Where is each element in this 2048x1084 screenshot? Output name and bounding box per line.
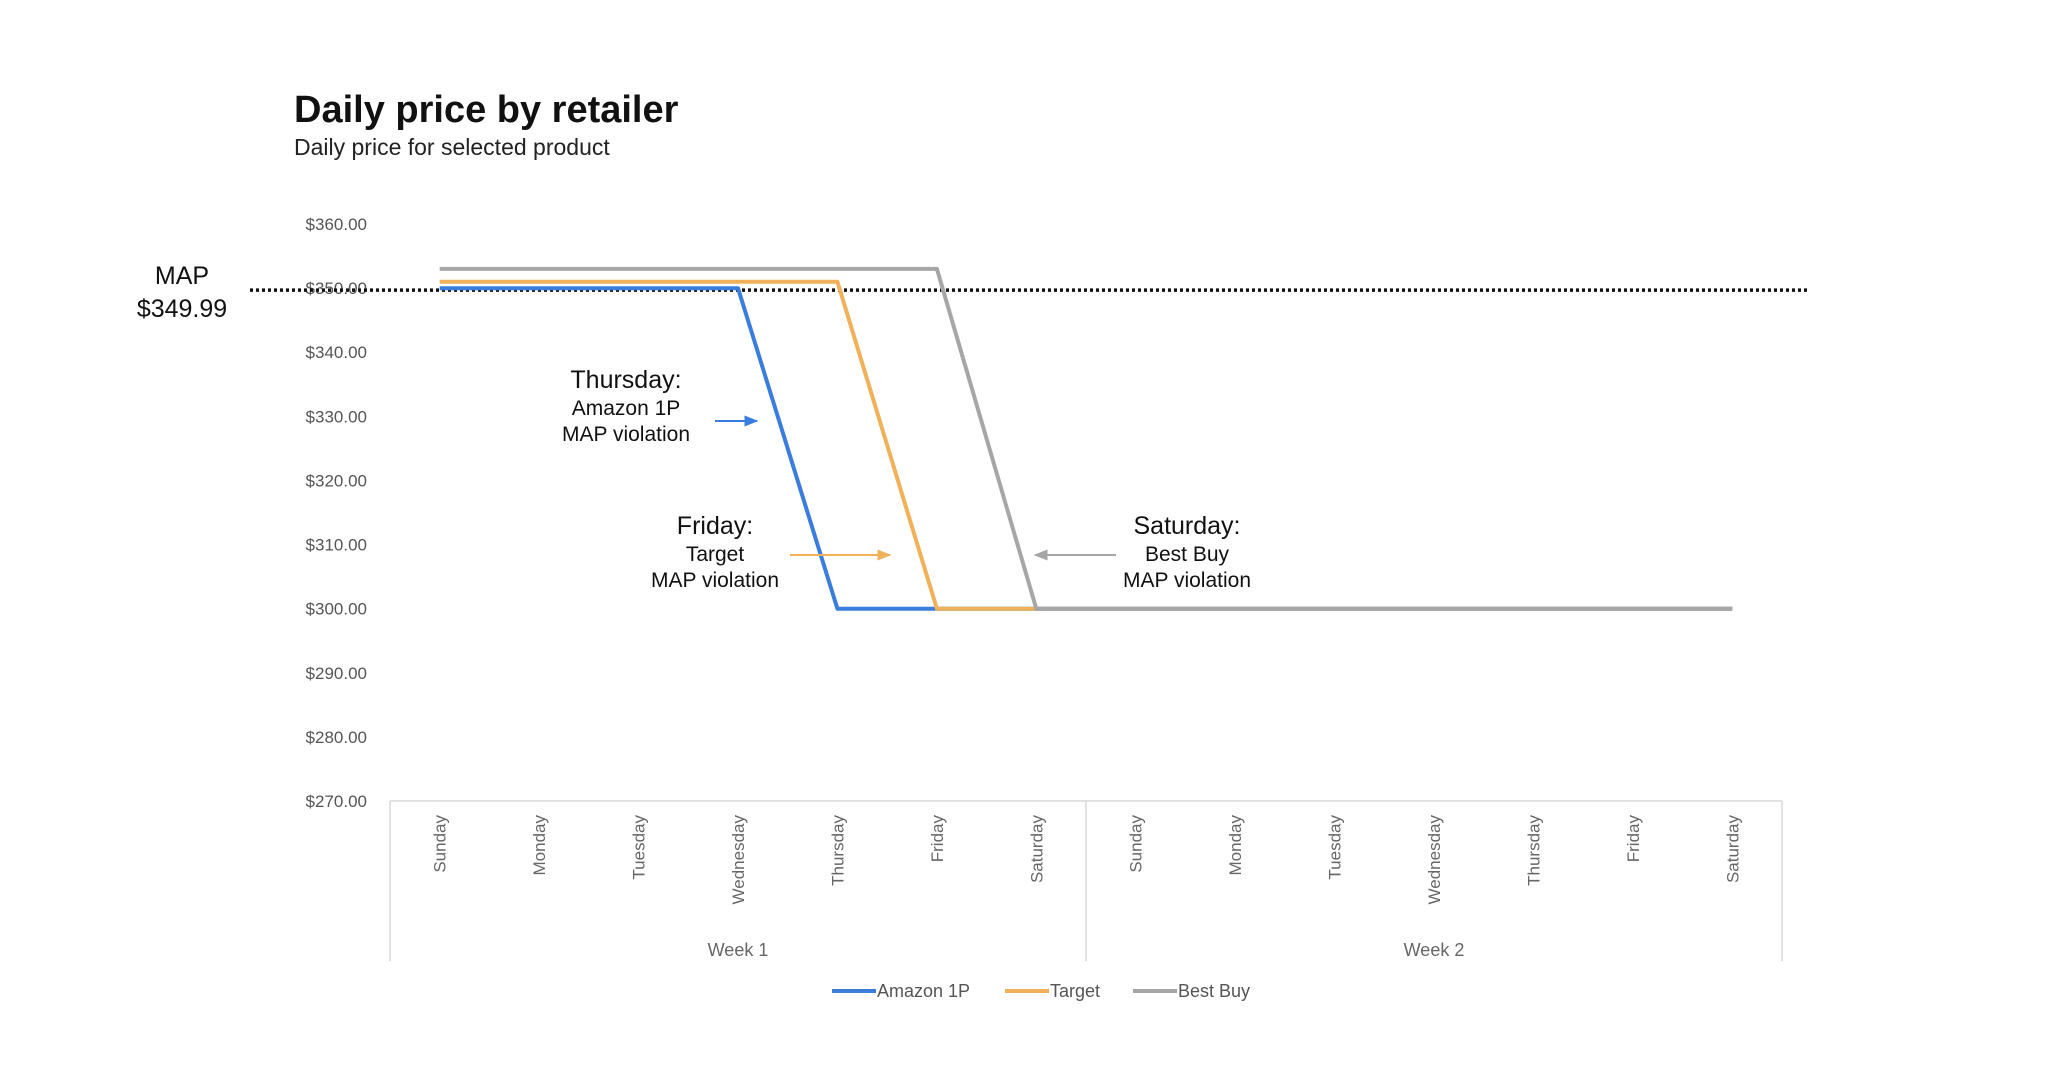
- y-tick-label: $270.00: [306, 792, 367, 811]
- legend-item: Target: [1005, 981, 1100, 1001]
- annotations: Thursday: Amazon 1P MAP violation Friday: Ta…: [562, 366, 1251, 592]
- annotation: Saturday: Best Buy MAP violation: [1033, 512, 1251, 592]
- x-tick-label: Sunday: [431, 815, 450, 873]
- y-tick-label: $310.00: [306, 536, 367, 555]
- x-axis: Week 1 Week 2 Sunday Monday Tuesday Wednesday…: [389, 800, 1783, 961]
- map-reference-line: MAP $349.99: [137, 262, 1808, 323]
- legend: Amazon 1P Target Best Buy: [832, 981, 1250, 1001]
- x-group-label: Week 1: [708, 940, 769, 960]
- x-tick-label: Monday: [530, 815, 549, 876]
- map-value-label: $349.99: [137, 295, 227, 323]
- y-tick-label: $360.00: [306, 215, 367, 234]
- y-axis: $360.00$350.00$340.00$330.00$320.00$310.…: [306, 215, 367, 811]
- annotation-line: Amazon 1P: [572, 397, 681, 420]
- annotation-heading: Saturday:: [1133, 512, 1240, 540]
- annotation-line: Target: [686, 543, 745, 566]
- x-tick-label: Tuesday: [1326, 815, 1345, 880]
- map-label: MAP: [155, 262, 209, 290]
- y-tick-label: $320.00: [306, 471, 367, 490]
- x-group-label: Week 2: [1404, 940, 1465, 960]
- legend-label: Amazon 1P: [877, 981, 970, 1001]
- annotation-heading: Thursday:: [570, 366, 681, 394]
- x-tick-label: Saturday: [1723, 815, 1742, 884]
- annotation-line: MAP violation: [562, 423, 690, 446]
- x-tick-label: Sunday: [1127, 815, 1146, 873]
- x-tick-label: Wednesday: [729, 815, 748, 905]
- x-tick-label: Friday: [1624, 815, 1643, 863]
- annotation: Thursday: Amazon 1P MAP violation: [562, 366, 759, 446]
- legend-label: Target: [1050, 981, 1100, 1001]
- series-line-best-buy: [439, 266, 1733, 611]
- x-tick-label: Thursday: [1524, 815, 1543, 886]
- y-tick-label: $340.00: [306, 343, 367, 362]
- x-tick-label: Saturday: [1027, 815, 1046, 884]
- series-line-amazon-1p: [439, 286, 1733, 611]
- chart-title: Daily price by retailer: [294, 89, 679, 131]
- chart-subtitle: Daily price for selected product: [294, 134, 610, 160]
- annotation-line: Best Buy: [1145, 543, 1230, 566]
- annotation-line: MAP violation: [1123, 569, 1251, 592]
- y-tick-label: $300.00: [306, 600, 367, 619]
- annotation-line: MAP violation: [651, 569, 779, 592]
- x-tick-label: Monday: [1226, 815, 1245, 876]
- legend-item: Best Buy: [1133, 981, 1250, 1001]
- x-tick-label: Thursday: [828, 815, 847, 886]
- annotation-heading: Friday:: [677, 512, 753, 540]
- x-tick-label: Tuesday: [630, 815, 649, 880]
- x-tick-label: Wednesday: [1425, 815, 1444, 905]
- annotation: Friday: Target MAP violation: [651, 512, 892, 592]
- series-lines: [439, 266, 1733, 611]
- y-tick-label: $280.00: [306, 728, 367, 747]
- legend-label: Best Buy: [1178, 981, 1250, 1001]
- y-tick-label: $290.00: [306, 664, 367, 683]
- y-tick-label: $330.00: [306, 407, 367, 426]
- x-tick-label: Friday: [928, 815, 947, 863]
- legend-item: Amazon 1P: [832, 981, 970, 1001]
